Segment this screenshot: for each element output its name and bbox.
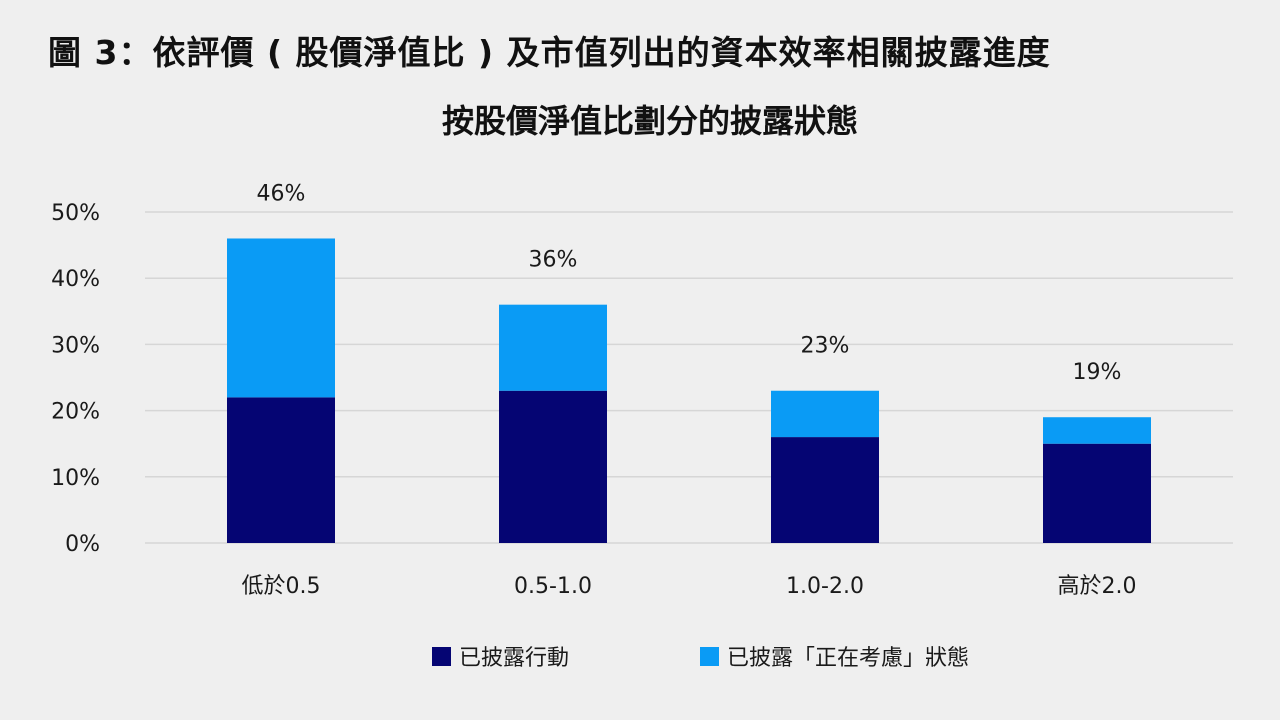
bar-segment-considering [771,390,879,438]
legend: 已披露行動 已披露「正在考慮」狀態 [0,640,1280,672]
legend-item-considering: 已披露「正在考慮」狀態 [700,640,969,672]
chart-title: 按股價淨值比劃分的披露狀態 [441,102,858,140]
bar-segment-considering [1043,417,1151,444]
bar-segment-considering [227,238,335,398]
y-tick-label: 50% [51,201,100,226]
total-data-label: 23% [801,334,850,359]
x-tick-label: 1.0-2.0 [786,574,864,599]
x-tick-label: 0.5-1.0 [514,574,592,599]
y-tick-label: 0% [65,532,100,557]
bar-segment-action [227,397,335,543]
legend-swatch-action [432,646,451,666]
x-tick-label: 高於2.0 [1058,574,1137,599]
total-data-label: 36% [529,248,578,273]
bar-segment-action [771,437,879,543]
page-title: 圖 3：依評價 ( 股價淨值比 ) 及市值列出的資本效率相關披露進度 [48,33,1051,72]
bar-segment-considering [499,304,607,391]
y-tick-label: 40% [51,267,100,292]
y-tick-label: 20% [51,400,100,425]
legend-label-considering: 已披露「正在考慮」狀態 [727,646,970,671]
legend-label-action: 已披露行動 [459,646,570,671]
total-data-label: 46% [257,181,306,206]
total-data-label: 19% [1073,360,1122,385]
y-tick-label: 30% [51,333,100,358]
legend-item-action: 已披露行動 [432,640,569,672]
bar-segment-action [1043,443,1151,543]
y-tick-label: 10% [51,466,100,491]
legend-swatch-considering [700,646,719,666]
bar-segment-action [499,390,607,543]
x-tick-label: 低於0.5 [242,574,321,599]
